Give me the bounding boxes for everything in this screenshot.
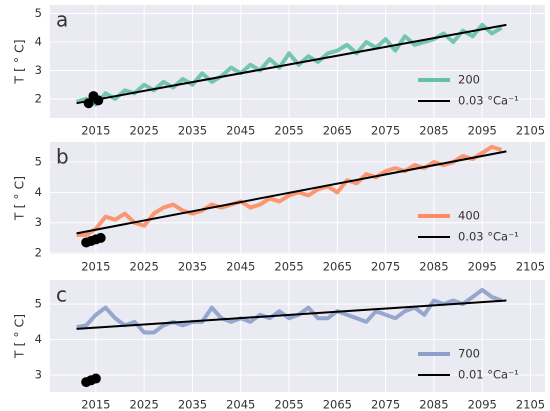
x-tick-label: 2095 bbox=[468, 124, 497, 138]
legend-label: 200 bbox=[458, 73, 480, 87]
y-axis-label: T [ ° C] bbox=[12, 39, 27, 84]
x-tick-label: 2065 bbox=[323, 260, 352, 274]
y-tick-label: 2 bbox=[35, 91, 42, 105]
y-tick-label: 5 bbox=[35, 297, 42, 311]
x-tick-label: 2045 bbox=[226, 260, 255, 274]
y-tick-label: 4 bbox=[35, 332, 42, 346]
panel-label: c bbox=[56, 283, 67, 307]
y-tick-label: 4 bbox=[35, 185, 42, 199]
y-tick-label: 5 bbox=[35, 6, 42, 20]
data-point bbox=[90, 373, 101, 384]
x-tick-label: 2075 bbox=[371, 260, 400, 274]
y-tick-label: 4 bbox=[35, 35, 42, 49]
x-tick-label: 2085 bbox=[419, 124, 448, 138]
x-tick-label: 2025 bbox=[130, 398, 159, 411]
series-line bbox=[76, 144, 503, 237]
legend-label: 0.03 °Ca⁻¹ bbox=[458, 94, 519, 108]
series-line bbox=[75, 22, 503, 107]
legend-label: 0.03 °Ca⁻¹ bbox=[458, 230, 519, 244]
legend-label: 400 bbox=[458, 209, 480, 223]
x-tick-label: 2055 bbox=[274, 260, 303, 274]
x-tick-label: 2035 bbox=[178, 124, 207, 138]
x-tick-label: 2025 bbox=[130, 260, 159, 274]
y-tick-label: 5 bbox=[35, 155, 42, 169]
x-tick-label: 2065 bbox=[323, 398, 352, 411]
x-tick-label: 2065 bbox=[323, 124, 352, 138]
x-tick-label: 2085 bbox=[419, 398, 448, 411]
x-tick-label: 2075 bbox=[371, 124, 400, 138]
x-tick-label: 2105 bbox=[516, 398, 545, 411]
x-tick-label: 2035 bbox=[178, 398, 207, 411]
x-tick-label: 2035 bbox=[178, 260, 207, 274]
series-line bbox=[76, 299, 507, 330]
y-axis-label: T [ ° C] bbox=[12, 314, 27, 359]
legend-label: 0.01 °Ca⁻¹ bbox=[458, 368, 519, 382]
x-tick-label: 2085 bbox=[419, 260, 448, 274]
x-tick-label: 2055 bbox=[274, 124, 303, 138]
x-tick-label: 2015 bbox=[81, 260, 110, 274]
x-tick-label: 2095 bbox=[468, 260, 497, 274]
x-tick-label: 2015 bbox=[81, 124, 110, 138]
x-tick-label: 2075 bbox=[371, 398, 400, 411]
y-tick-label: 3 bbox=[35, 367, 42, 381]
series-line bbox=[76, 23, 507, 105]
x-tick-label: 2095 bbox=[468, 398, 497, 411]
x-tick-label: 2105 bbox=[516, 124, 545, 138]
data-point bbox=[83, 98, 94, 109]
panel-label: a bbox=[56, 8, 68, 32]
x-tick-label: 2045 bbox=[226, 398, 255, 411]
x-tick-label: 2025 bbox=[130, 124, 159, 138]
series-line bbox=[76, 150, 507, 235]
y-tick-label: 3 bbox=[35, 215, 42, 229]
panel-label: b bbox=[56, 145, 69, 169]
data-point bbox=[95, 232, 106, 243]
y-axis-label: T [ ° C] bbox=[12, 176, 27, 221]
x-tick-label: 2045 bbox=[226, 124, 255, 138]
y-tick-label: 2 bbox=[35, 246, 42, 260]
y-tick-label: 3 bbox=[35, 63, 42, 77]
x-tick-label: 2105 bbox=[516, 260, 545, 274]
data-point bbox=[93, 95, 104, 106]
x-tick-label: 2015 bbox=[81, 398, 110, 411]
legend-label: 700 bbox=[458, 347, 480, 361]
plot-area bbox=[50, 280, 545, 392]
x-tick-label: 2055 bbox=[274, 398, 303, 411]
